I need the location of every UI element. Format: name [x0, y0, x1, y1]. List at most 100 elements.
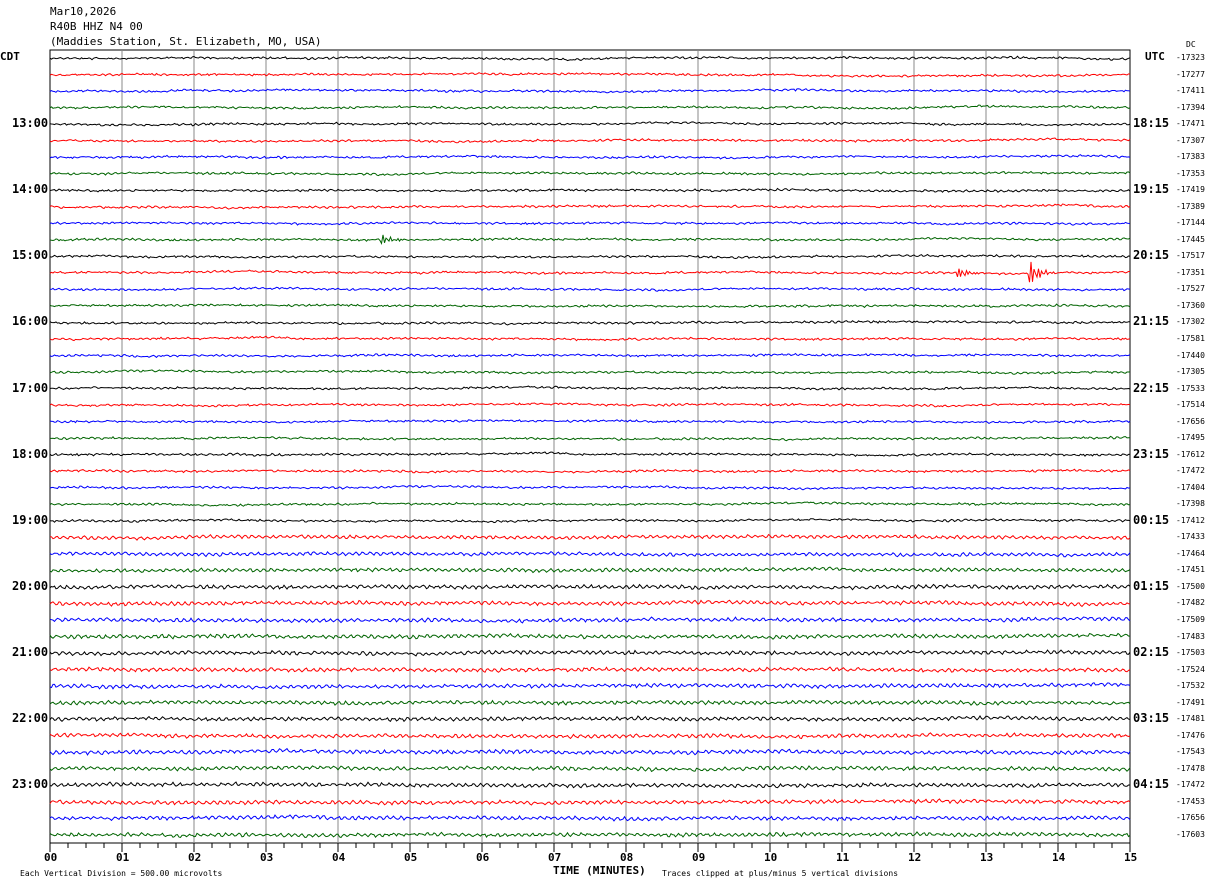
dc-offset-label: -17581: [1176, 334, 1205, 343]
station-label: (Maddies Station, St. Elizabeth, MO, USA…: [50, 35, 322, 48]
trace-45: [49, 798, 1131, 806]
right-hour-label: 20:15: [1133, 248, 1170, 263]
trace-15: [49, 303, 1131, 309]
dc-offset-label: -17476: [1176, 730, 1205, 740]
x-tick-label: 05: [404, 851, 417, 864]
x-tick-label: 03: [260, 851, 273, 864]
dc-offset-label: -17353: [1176, 168, 1205, 178]
dc-offset-label: -17478: [1176, 763, 1205, 773]
dc-offset-label: -17491: [1176, 697, 1205, 707]
x-tick-label: 02: [188, 851, 201, 864]
x-tick-label: 06: [476, 851, 490, 864]
left-hour-label: 17:00: [12, 380, 49, 395]
dc-offset-label: -17514: [1176, 400, 1205, 410]
dc-offset-label: -17277: [1176, 69, 1205, 79]
x-tick-label: 04: [332, 851, 346, 864]
dc-offset-label: -17302: [1176, 317, 1205, 327]
left-hour-label: 22:00: [12, 711, 49, 726]
trace-1: [49, 72, 1131, 78]
trace-34: [49, 616, 1131, 624]
trace-36: [49, 649, 1131, 657]
x-tick-label: 10: [764, 851, 777, 864]
trace-22: [49, 419, 1131, 425]
right-hour-label: 18:15: [1133, 116, 1170, 131]
plot-frame: [49, 49, 1131, 844]
trace-23: [50, 435, 1130, 442]
right-hour-label: 01:15: [1133, 578, 1170, 593]
trace-47: [49, 831, 1131, 839]
left-hour-label: 21:00: [12, 645, 49, 660]
dc-offset-label: -17472: [1176, 780, 1205, 790]
dc-offset-label: -17323: [1176, 53, 1205, 62]
dc-offset-label: -17398: [1176, 499, 1205, 509]
trace-10: [49, 221, 1131, 226]
dc-offset-label: -17404: [1176, 482, 1205, 492]
right-hour-label: 00:15: [1133, 512, 1170, 527]
dc-offset-label: -17481: [1176, 714, 1205, 724]
trace-3: [49, 104, 1131, 110]
trace-8: [49, 187, 1131, 193]
dc-offset-label: -17351: [1176, 267, 1205, 277]
trace-33: [49, 599, 1131, 608]
trace-44: [49, 781, 1130, 789]
dc-offset-label: -17532: [1176, 681, 1205, 691]
x-tick-label: 00: [44, 851, 57, 864]
trace-4: [49, 121, 1131, 127]
left-hour-label: 23:00: [12, 777, 49, 792]
clip-note: Traces clipped at plus/minus 5 vertical …: [662, 869, 899, 878]
dc-offset-label: -17543: [1176, 747, 1205, 757]
dc-label: DC: [1186, 40, 1196, 49]
trace-5: [49, 137, 1131, 144]
trace-26: [49, 484, 1131, 491]
dc-offset-label: -17144: [1176, 218, 1205, 228]
dc-offset-label: -17656: [1176, 813, 1205, 823]
dc-offset-label: -17483: [1176, 631, 1205, 641]
trace-31: [49, 566, 1131, 574]
right-hour-label: 04:15: [1133, 777, 1170, 792]
trace-43: [49, 765, 1131, 773]
dc-offset-label: -17307: [1176, 135, 1205, 145]
trace-37: [49, 666, 1131, 673]
right-hour-label: 02:15: [1133, 645, 1170, 660]
x-tick-label: 12: [908, 851, 921, 864]
dc-offset-label: -17533: [1176, 383, 1205, 393]
dc-offset-label: -17305: [1176, 367, 1205, 377]
trace-6: [49, 154, 1131, 160]
dc-offset-label: -17471: [1176, 119, 1205, 129]
trace-7: [49, 170, 1131, 177]
dc-offset-label: -17453: [1176, 796, 1205, 806]
trace-20: [49, 385, 1131, 391]
x-axis-label: TIME (MINUTES): [553, 864, 646, 877]
trace-12: [49, 253, 1131, 260]
dc-offset-label: -17503: [1176, 648, 1205, 658]
trace-30: [49, 550, 1131, 558]
x-tick-label: 13: [980, 851, 993, 864]
trace-18: [49, 352, 1131, 359]
trace-32: [49, 583, 1131, 591]
trace-21: [49, 402, 1131, 408]
trace-42: [49, 747, 1131, 756]
dc-offset-label: -17517: [1176, 251, 1205, 261]
trace-27: [49, 501, 1130, 507]
dc-offset-label: -17389: [1176, 201, 1205, 211]
left-hour-label: 19:00: [12, 512, 49, 527]
channel-label: R40B HHZ N4 00: [50, 20, 143, 33]
dc-offset-label: -17603: [1176, 829, 1205, 839]
trace-46: [49, 814, 1131, 822]
dc-offset-label: -17451: [1176, 565, 1205, 575]
trace-0: [49, 55, 1131, 62]
trace-24: [49, 451, 1131, 458]
left-hour-label: 15:00: [12, 248, 49, 263]
dc-offset-label: -17509: [1176, 615, 1205, 625]
trace-29: [49, 533, 1131, 541]
dc-offset-label: -17360: [1176, 300, 1205, 310]
left-hour-label: 16:00: [12, 314, 49, 329]
x-tick-label: 08: [620, 851, 633, 864]
right-hour-label: 21:15: [1133, 314, 1170, 329]
trace-11: [49, 234, 1131, 245]
left-timezone: CDT: [0, 50, 20, 63]
left-hour-label: 13:00: [12, 116, 49, 131]
right-timezone: UTC: [1145, 50, 1165, 63]
dc-offset-label: -17524: [1176, 664, 1205, 674]
x-tick-label: 09: [692, 851, 705, 864]
